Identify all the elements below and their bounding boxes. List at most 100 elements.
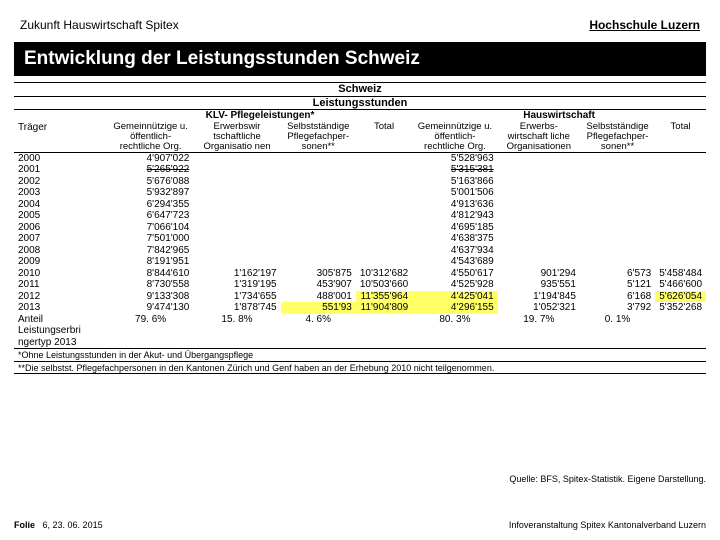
- cell: [498, 256, 580, 268]
- cell: 2010: [14, 268, 108, 280]
- cell: [655, 187, 706, 199]
- cell: 901'294: [498, 268, 580, 280]
- cell: 1'052'321: [498, 302, 580, 314]
- cell: [356, 256, 412, 268]
- cell: 551'93: [281, 302, 356, 314]
- cell: 5'001'506: [412, 187, 497, 199]
- table-row: 20004'907'0225'528'963: [14, 152, 706, 164]
- cell: [498, 187, 580, 199]
- footer-right: Infoveranstaltung Spitex Kantonalverband…: [509, 520, 706, 530]
- table-row: 20139'474'1301'878'745551'9311'904'8094'…: [14, 302, 706, 314]
- table-row: 20025'676'0885'163'866: [14, 176, 706, 188]
- table-row: 20015'265'9225'315'381: [14, 164, 706, 176]
- col-head-8: Total: [655, 122, 706, 152]
- cell: [356, 245, 412, 257]
- cell: 10'503'660: [356, 279, 412, 291]
- col-head-6: Erwerbs­wirtschaft ­liche Organisa­tione…: [498, 122, 580, 152]
- table-sub-head: Leistungsstunden: [14, 96, 706, 110]
- cell: [498, 176, 580, 188]
- cell: [655, 152, 706, 164]
- cell: 9'474'130: [108, 302, 193, 314]
- header-right: Hochschule Luzern: [589, 18, 700, 32]
- page-title: Entwicklung der Leistungsstunden Schweiz: [14, 42, 706, 76]
- table-row: 20046'294'355 4'913'636: [14, 199, 706, 211]
- cell: [580, 176, 655, 188]
- cell: 2013: [14, 302, 108, 314]
- cell: [281, 245, 356, 257]
- cell: 1'734'655: [193, 291, 280, 303]
- cell: 6'294'355: [108, 199, 193, 211]
- data-table: Schweiz Leistungsstunden KLV- Pflegeleis…: [14, 82, 706, 374]
- cell: 4'913'636: [412, 199, 497, 211]
- cell: 2005: [14, 210, 108, 222]
- cell: 7'842'965: [108, 245, 193, 257]
- cell: [281, 199, 356, 211]
- cell: 5'121: [580, 279, 655, 291]
- cell: [193, 256, 280, 268]
- cell: 1'194'845: [498, 291, 580, 303]
- cell: [498, 210, 580, 222]
- cell: 2004: [14, 199, 108, 211]
- cell: 2007: [14, 233, 108, 245]
- cell: 935'551: [498, 279, 580, 291]
- cell: [356, 199, 412, 211]
- cell: [193, 222, 280, 234]
- cell: [193, 187, 280, 199]
- cell: 9'133'308: [108, 291, 193, 303]
- source-text: Quelle: BFS, Spitex-Statistik. Eigene Da…: [509, 474, 706, 484]
- header-left: Zukunft Hauswirtschaft Spitex: [20, 18, 179, 32]
- cell: [498, 233, 580, 245]
- cell: 2009: [14, 256, 108, 268]
- table-row: 20035'932'8975'001'506: [14, 187, 706, 199]
- cell: [281, 233, 356, 245]
- cell: 488'001: [281, 291, 356, 303]
- cell: 305'875: [281, 268, 356, 280]
- col-head-7: Selbst­ständige Pflege­fachper­sonen**: [580, 122, 655, 152]
- col-head-3: Selbst­ständige Pflege­fachper­sonen**: [281, 122, 356, 152]
- footer-left: Folie 6, 23. 06. 2015: [14, 520, 103, 530]
- group-head-klv: KLV- Pflegeleistungen*: [108, 110, 412, 122]
- share-c1: 79. 6%: [108, 314, 193, 349]
- cell: [281, 152, 356, 164]
- cell: [580, 187, 655, 199]
- cell: 1'878'745: [193, 302, 280, 314]
- cell: [580, 152, 655, 164]
- cell: [580, 222, 655, 234]
- cell: [356, 152, 412, 164]
- col-head-4: Total: [356, 122, 412, 152]
- cell: 5'466'600: [655, 279, 706, 291]
- footer-left-label: Folie: [14, 520, 35, 530]
- cell: 6'647'723: [108, 210, 193, 222]
- cell: 4'543'689: [412, 256, 497, 268]
- cell: 4'525'928: [412, 279, 497, 291]
- cell: [356, 176, 412, 188]
- cell: [580, 256, 655, 268]
- cell: 7'066'104: [108, 222, 193, 234]
- cell: [193, 176, 280, 188]
- cell: 5'676'088: [108, 176, 193, 188]
- cell: 2012: [14, 291, 108, 303]
- cell: [580, 245, 655, 257]
- cell: 5'352'268: [655, 302, 706, 314]
- footer-left-date: 6, 23. 06. 2015: [43, 520, 103, 530]
- cell: 11'355'964: [356, 291, 412, 303]
- cell: 10'312'682: [356, 268, 412, 280]
- share-c2: 15. 8%: [193, 314, 280, 349]
- share-label: Anteil Leistungserbri ngertyp 2013: [14, 314, 108, 349]
- row-label-head: Träger: [14, 122, 108, 152]
- cell: [281, 187, 356, 199]
- cell: [281, 222, 356, 234]
- cell: [655, 210, 706, 222]
- cell: [580, 199, 655, 211]
- col-head-5: Gemein­nützige u. öffentlich­rechtliche …: [412, 122, 497, 152]
- cell: [193, 152, 280, 164]
- cell: [281, 164, 356, 176]
- cell: 2002: [14, 176, 108, 188]
- cell: 2003: [14, 187, 108, 199]
- cell: 1'319'195: [193, 279, 280, 291]
- cell: 5'626'054: [655, 291, 706, 303]
- col-head-1: Gemein­nützige u. öffentlich­rechtliche …: [108, 122, 193, 152]
- col-head-2: Erwerbswir tschaftliche Organisatio nen: [193, 122, 280, 152]
- cell: 4'638'375: [412, 233, 497, 245]
- cell: 5'315'381: [412, 164, 497, 176]
